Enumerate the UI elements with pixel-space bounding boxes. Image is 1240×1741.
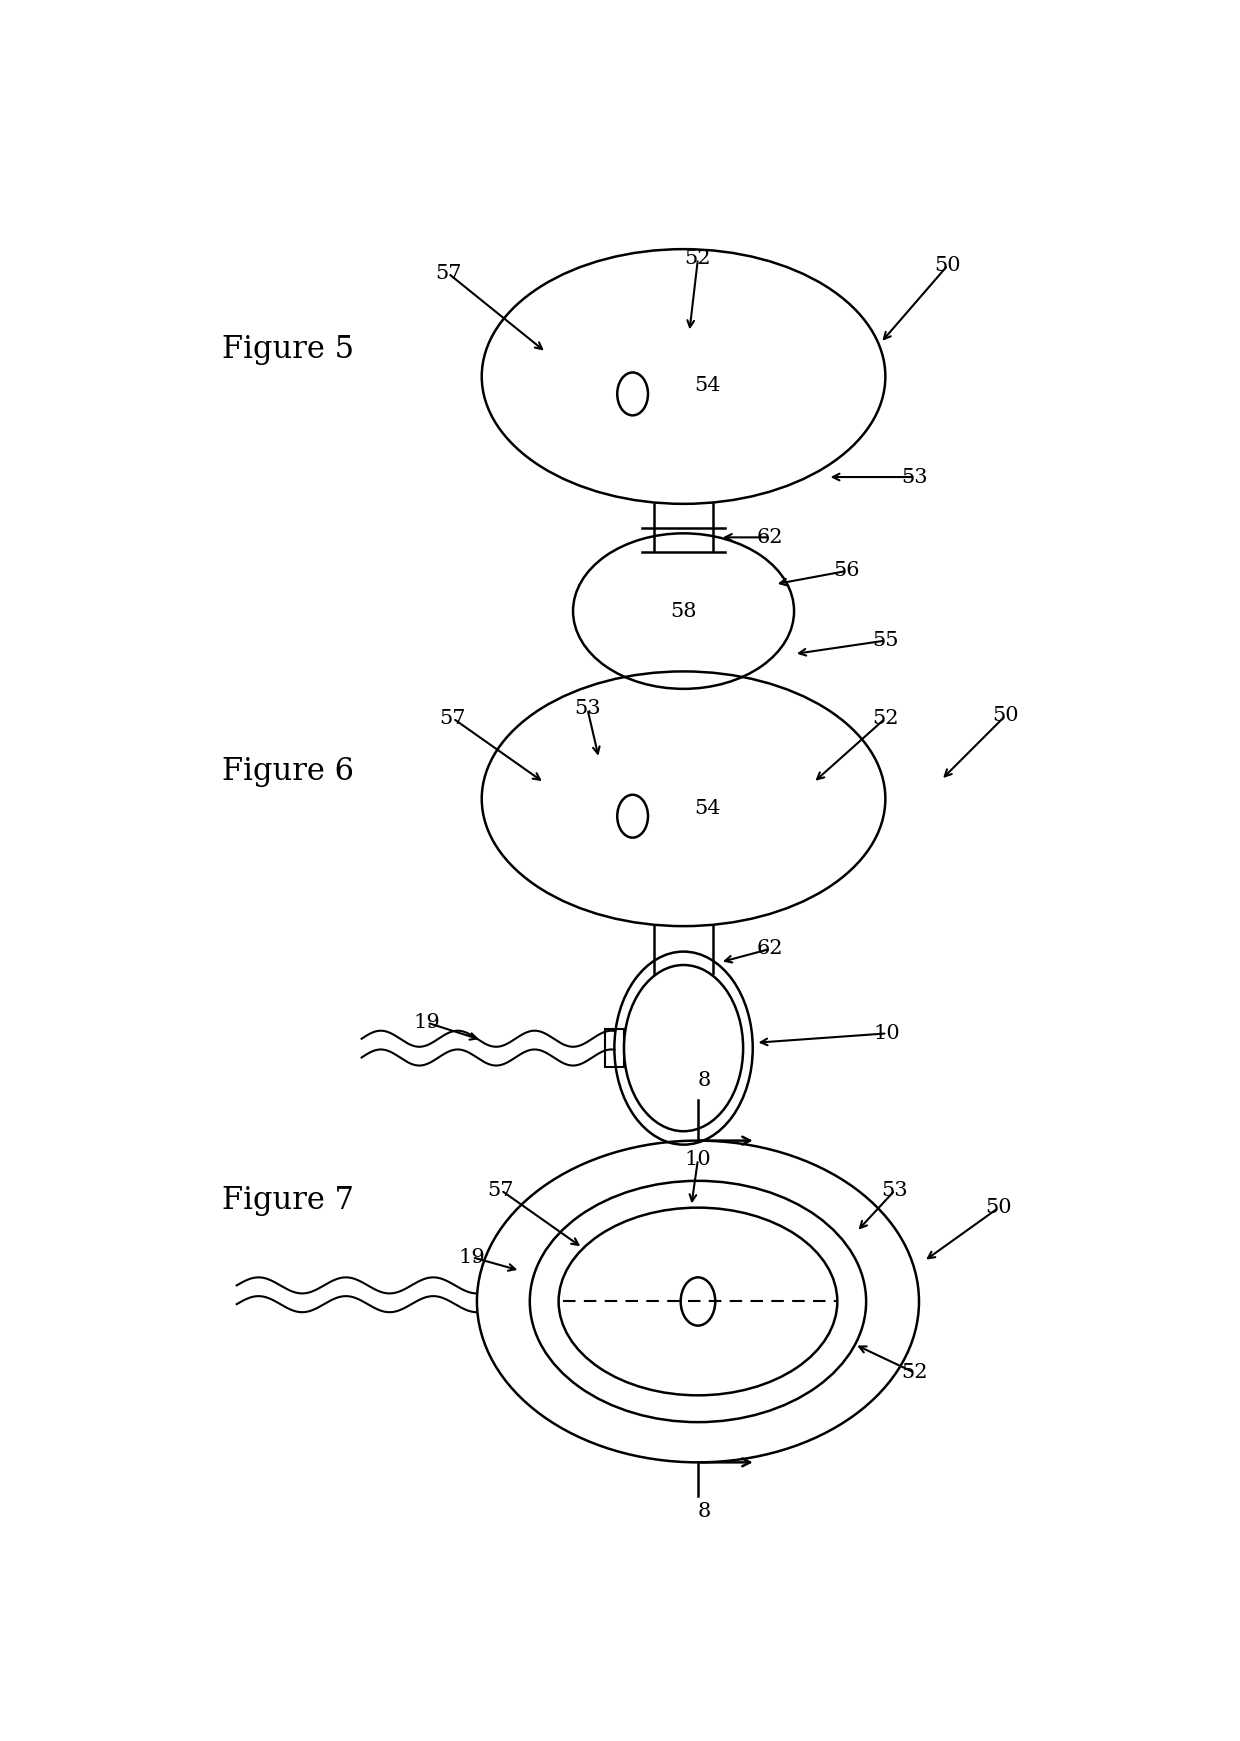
Text: 19: 19 [459, 1248, 486, 1267]
Text: 50: 50 [986, 1198, 1012, 1217]
Text: 8: 8 [698, 1502, 712, 1522]
Text: 50: 50 [935, 256, 961, 275]
Text: 53: 53 [574, 700, 600, 719]
Text: 56: 56 [833, 561, 861, 580]
Text: 52: 52 [872, 709, 899, 728]
Bar [605, 1029, 624, 1067]
Text: Figure 7: Figure 7 [222, 1186, 355, 1217]
Text: 10: 10 [684, 1149, 712, 1168]
Text: 19: 19 [414, 1013, 440, 1032]
Text: 53: 53 [901, 468, 928, 486]
Text: 57: 57 [440, 709, 466, 728]
Text: 57: 57 [487, 1180, 515, 1200]
Text: Figure 6: Figure 6 [222, 756, 355, 787]
Text: 54: 54 [694, 799, 720, 818]
Text: 10: 10 [874, 1024, 900, 1043]
Text: 52: 52 [684, 249, 712, 268]
Text: 55: 55 [872, 630, 899, 649]
Text: 57: 57 [435, 265, 461, 282]
Text: 8: 8 [698, 1071, 712, 1090]
Text: 52: 52 [901, 1363, 928, 1382]
Text: 54: 54 [694, 376, 720, 395]
Text: 50: 50 [992, 707, 1019, 726]
Text: 53: 53 [882, 1180, 908, 1200]
Text: 62: 62 [756, 940, 784, 958]
Text: Figure 5: Figure 5 [222, 334, 355, 366]
Text: 62: 62 [756, 528, 784, 547]
Text: 58: 58 [671, 602, 697, 620]
